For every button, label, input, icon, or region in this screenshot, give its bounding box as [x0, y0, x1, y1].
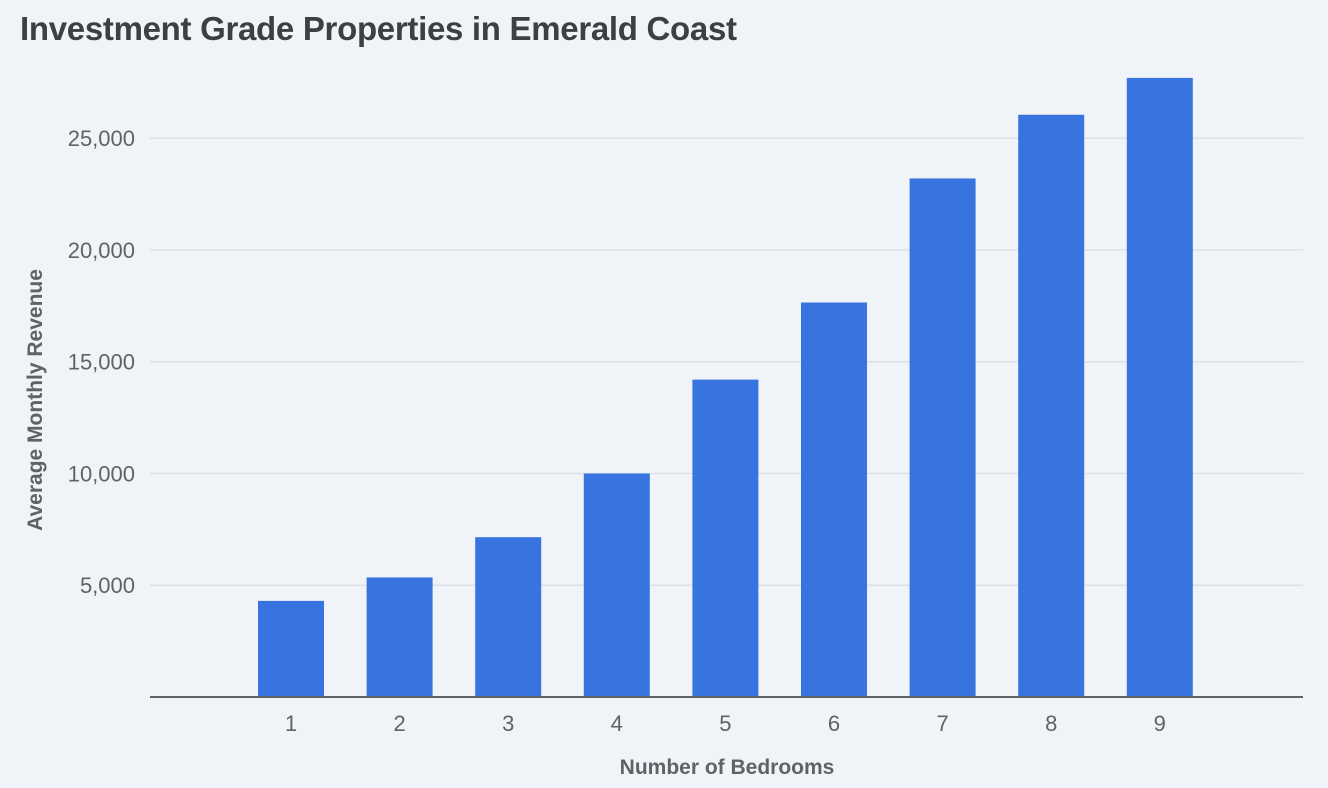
y-axis-title: Average Monthly Revenue: [24, 269, 47, 531]
y-tick-label: 15,000: [68, 350, 135, 375]
x-tick-label: 9: [1154, 711, 1166, 736]
x-tick-label: 7: [936, 711, 948, 736]
y-tick-label: 5,000: [80, 573, 135, 598]
chart-title: Investment Grade Properties in Emerald C…: [20, 10, 737, 47]
bar-2: [366, 577, 433, 697]
x-tick-label: 3: [502, 711, 514, 736]
y-tick-label: 25,000: [68, 126, 135, 151]
x-axis-title: Number of Bedrooms: [620, 756, 835, 779]
x-tick-label: 1: [285, 711, 297, 736]
y-tick-label: 10,000: [68, 461, 135, 486]
y-tick-label: 20,000: [68, 238, 135, 263]
bar-5: [692, 379, 759, 697]
bar-4: [583, 473, 650, 697]
bar-8: [1018, 114, 1085, 698]
x-tick-label: 4: [611, 711, 623, 736]
bar-6: [801, 302, 867, 697]
bar-7: [909, 178, 976, 697]
bar-9: [1126, 77, 1193, 698]
bar-3: [475, 537, 542, 697]
x-tick-label: 6: [828, 711, 840, 736]
x-tick-label: 8: [1045, 711, 1057, 736]
x-tick-label: 2: [393, 711, 405, 736]
bars: [258, 77, 1193, 698]
bar-1: [258, 600, 324, 697]
x-axis-tick-labels: 1 2 3 4 5 6 7 8 9: [285, 711, 1166, 736]
y-axis-tick-labels: 5,000 10,000 15,000 20,000 25,000: [68, 126, 135, 598]
x-tick-label: 5: [719, 711, 731, 736]
